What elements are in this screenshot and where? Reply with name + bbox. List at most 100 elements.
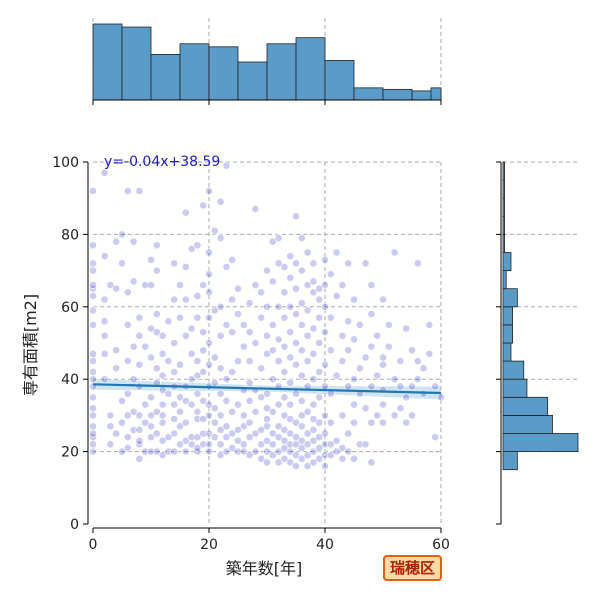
- scatter-point: [274, 335, 283, 344]
- scatter-point: [408, 382, 416, 391]
- scatter-point: [193, 407, 202, 416]
- scatter-point: [89, 241, 97, 250]
- scatter-point: [176, 393, 184, 402]
- histogram-bar-y: [502, 233, 505, 253]
- scatter-point: [326, 346, 335, 355]
- scatter-point: [286, 429, 295, 438]
- scatter-point: [147, 353, 155, 362]
- scatter-point: [396, 404, 405, 413]
- scatter-point: [199, 397, 208, 405]
- scatter-point: [187, 324, 196, 333]
- scatter-point: [210, 418, 219, 427]
- scatter-point: [280, 411, 289, 420]
- scatter-point: [367, 310, 376, 318]
- scatter-point: [193, 292, 202, 300]
- scatter-point: [141, 400, 150, 409]
- scatter-point: [245, 378, 254, 387]
- scatter-point: [147, 255, 155, 264]
- scatter-point: [228, 328, 237, 337]
- scatter-point: [118, 397, 126, 405]
- scatter-point: [222, 397, 231, 405]
- scatter-point: [164, 433, 173, 442]
- scatter-point: [170, 295, 179, 304]
- scatter-point: [303, 331, 312, 340]
- scatter-point: [135, 411, 144, 420]
- scatter-point: [222, 161, 231, 170]
- scatter-point: [239, 422, 248, 431]
- scatter-point: [193, 357, 202, 365]
- scatter-point: [309, 425, 318, 434]
- scatter-point: [355, 440, 364, 449]
- scatter-point: [350, 295, 358, 304]
- scatter-point: [268, 277, 277, 286]
- scatter-point: [309, 400, 318, 409]
- scatter-point: [326, 451, 335, 460]
- scatter-point: [205, 440, 213, 449]
- scatter-point: [257, 425, 266, 434]
- scatter-point: [118, 418, 126, 427]
- scatter-point: [222, 375, 231, 384]
- scatter-point: [222, 422, 231, 431]
- histogram-bar-y: [502, 306, 513, 326]
- scatter-point: [205, 288, 213, 297]
- scatter-point: [100, 331, 109, 340]
- scatter-point: [379, 353, 387, 362]
- scatter-point: [123, 411, 132, 420]
- scatter-point: [280, 313, 289, 322]
- scatter-point: [315, 433, 324, 442]
- scatter-point: [118, 230, 126, 239]
- histogram-bar-y: [502, 414, 553, 434]
- scatter-point: [297, 371, 306, 380]
- scatter-point: [129, 407, 138, 416]
- scatter-point: [210, 433, 219, 442]
- scatter-point: [176, 281, 184, 289]
- scatter-point: [216, 451, 225, 460]
- scatter-point: [181, 295, 190, 304]
- scatter-point: [321, 360, 329, 369]
- scatter-point: [170, 415, 179, 423]
- scatter-point: [152, 266, 161, 275]
- scatter-point: [89, 422, 97, 431]
- scatter-point: [199, 346, 208, 355]
- scatter-point: [216, 364, 225, 373]
- scatter-point: [100, 295, 109, 304]
- scatter-point: [402, 393, 411, 402]
- histogram-bar-x: [430, 87, 442, 101]
- scatter-point: [210, 378, 219, 387]
- scatter-point: [268, 320, 277, 329]
- scatter-point: [390, 248, 399, 257]
- scatter-point: [315, 418, 324, 427]
- scatter-point: [338, 281, 347, 289]
- scatter-point: [135, 331, 144, 340]
- scatter-point: [245, 418, 254, 427]
- scatter-point: [286, 378, 295, 387]
- scatter-point: [280, 368, 289, 376]
- scatter-point: [245, 451, 254, 460]
- scatter-point: [303, 306, 312, 315]
- regression-equation: y=-0.04x+38.59: [104, 154, 220, 170]
- scatter-point: [187, 400, 196, 409]
- scatter-point: [181, 436, 190, 445]
- scatter-point: [112, 346, 121, 355]
- scatter-point: [239, 411, 248, 420]
- scatter-point: [257, 288, 266, 297]
- scatter-point: [321, 462, 329, 470]
- scatter-point: [222, 447, 231, 456]
- scatter-point: [280, 393, 289, 402]
- scatter-point: [135, 187, 144, 195]
- scatter-point: [89, 411, 97, 420]
- scatter-point: [123, 433, 132, 442]
- scatter-point: [210, 353, 219, 362]
- scatter-point: [274, 422, 283, 431]
- scatter-point: [263, 422, 271, 431]
- scatter-point: [199, 328, 208, 337]
- scatter-point: [350, 375, 358, 384]
- scatter-point: [263, 302, 271, 311]
- top-histogram: [92, 23, 442, 101]
- scatter-point: [89, 266, 97, 275]
- scatter-point: [280, 436, 289, 445]
- scatter-point: [309, 447, 318, 456]
- scatter-point: [286, 440, 295, 449]
- scatter-point: [89, 440, 97, 449]
- scatter-point: [222, 320, 231, 329]
